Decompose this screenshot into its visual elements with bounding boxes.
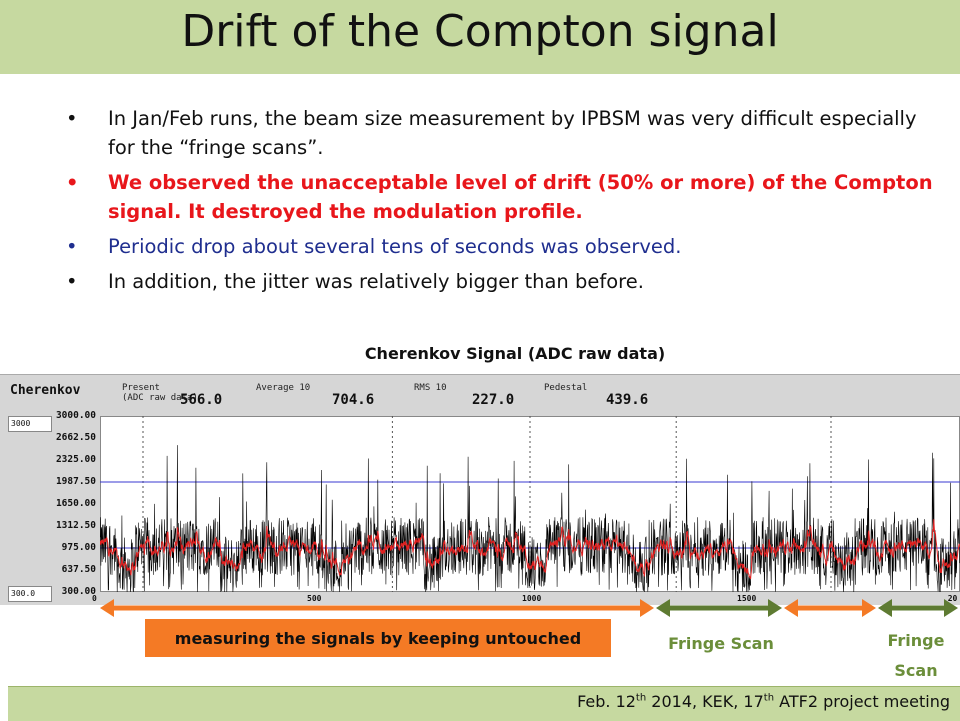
bullet-item: • Periodic drop about several tens of se… bbox=[62, 232, 942, 261]
measuring-label: measuring the signals by keeping untouch… bbox=[145, 619, 611, 657]
bullet-dot-icon: • bbox=[66, 107, 78, 130]
bullet-dot-icon: • bbox=[66, 235, 78, 258]
annotation-arrows bbox=[100, 599, 958, 617]
raw-signal-series bbox=[100, 445, 960, 592]
footer-sup-1: th bbox=[635, 692, 647, 704]
pedestal-label: Pedestal bbox=[544, 383, 588, 393]
x-tick-label: 500 bbox=[307, 594, 322, 603]
y-tick-label: 3000.00 bbox=[55, 410, 96, 421]
monitor-name: Cherenkov bbox=[10, 383, 81, 398]
bullet-item: • In Jan/Feb runs, the beam size measure… bbox=[62, 104, 942, 162]
y-tick-label: 300.00 bbox=[61, 586, 96, 597]
title-bar: Drift of the Compton signal bbox=[0, 0, 960, 74]
bullet-item: • In addition, the jitter was relatively… bbox=[62, 267, 942, 296]
x-tick-label: 0 bbox=[92, 594, 97, 603]
fringe-scan-label-1: Fringe Scan bbox=[668, 634, 774, 653]
y-tick-label: 2325.00 bbox=[55, 454, 96, 465]
x-tick-label: 20 bbox=[947, 594, 958, 603]
pedestal-value: 439.6 bbox=[606, 392, 649, 408]
rms-value: 227.0 bbox=[472, 392, 515, 408]
y-tick-label: 1650.00 bbox=[55, 498, 96, 509]
slide-title: Drift of the Compton signal bbox=[181, 6, 779, 57]
footer-bar: Feb. 12th 2014, KEK, 17th ATF2 project m… bbox=[8, 686, 960, 721]
bullet-list: • In Jan/Feb runs, the beam size measure… bbox=[62, 104, 942, 302]
x-tick-label: 1000 bbox=[522, 594, 542, 603]
arrow-head-left bbox=[100, 599, 114, 617]
present-label-text: Present bbox=[122, 383, 160, 393]
present-value: 566.0 bbox=[180, 392, 223, 408]
signal-plot bbox=[100, 416, 960, 592]
ymin-input[interactable]: 300.0 bbox=[8, 586, 52, 602]
bullet-item: • We observed the unacceptable level of … bbox=[62, 168, 942, 226]
arrow-head-left bbox=[878, 599, 892, 617]
y-tick-label: 975.00 bbox=[61, 542, 96, 553]
x-tick-label: 1500 bbox=[737, 594, 757, 603]
average-label: Average 10 bbox=[256, 383, 311, 393]
bullet-dot-icon: • bbox=[66, 171, 79, 194]
arrow-head-right bbox=[944, 599, 958, 617]
present-sublabel: (ADC raw data) bbox=[122, 393, 198, 403]
bullet-text: We observed the unacceptable level of dr… bbox=[108, 171, 933, 223]
average-value: 704.6 bbox=[332, 392, 375, 408]
arrow-head-left bbox=[656, 599, 670, 617]
bullet-text: Periodic drop about several tens of seco… bbox=[108, 235, 682, 258]
footer-meeting-name: ATF2 project meeting bbox=[774, 692, 950, 711]
ymax-input[interactable]: 3000 bbox=[8, 416, 52, 432]
rms-label: RMS 10 bbox=[414, 383, 447, 393]
bullet-text: In Jan/Feb runs, the beam size measureme… bbox=[108, 107, 917, 159]
footer-sup-2: th bbox=[763, 692, 775, 704]
footer-text: Feb. 12th 2014, KEK, 17th ATF2 project m… bbox=[577, 692, 950, 711]
y-tick-label: 1312.50 bbox=[55, 520, 96, 531]
footer-date-prefix: Feb. 12 bbox=[577, 692, 636, 711]
y-tick-label: 2662.50 bbox=[55, 432, 96, 443]
fringe-scan-label-2: Fringe Scan bbox=[876, 626, 956, 686]
y-tick-label: 1987.50 bbox=[55, 476, 96, 487]
footer-date-middle: 2014, KEK, 17 bbox=[646, 692, 764, 711]
bullet-dot-icon: • bbox=[66, 270, 78, 293]
bullet-text: In addition, the jitter was relatively b… bbox=[108, 270, 644, 293]
chart-title: Cherenkov Signal (ADC raw data) bbox=[364, 344, 666, 363]
arrow-head-right bbox=[862, 599, 876, 617]
average-signal-series bbox=[100, 519, 960, 580]
fringe-scan-label-2-line2: Scan bbox=[894, 661, 938, 680]
arrow-head-right bbox=[768, 599, 782, 617]
fringe-scan-label-2-line1: Fringe bbox=[887, 631, 945, 650]
present-label: Present (ADC raw data) bbox=[122, 383, 198, 403]
y-tick-label: 637.50 bbox=[61, 564, 96, 575]
arrow-head-right bbox=[640, 599, 654, 617]
arrow-head-left bbox=[784, 599, 798, 617]
